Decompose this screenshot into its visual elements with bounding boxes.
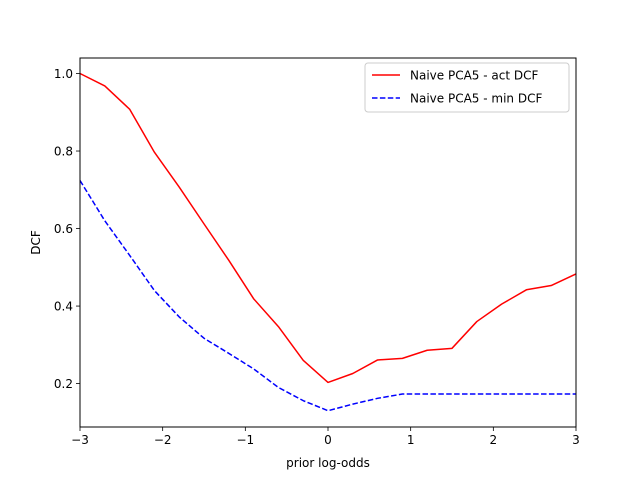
legend: Naive PCA5 - act DCF Naive PCA5 - min DC… (364, 62, 570, 113)
y-axis-ticks: 0.2 0.4 0.6 0.8 1.0 (54, 67, 80, 391)
plot-lines (79, 72, 577, 412)
x-tick-label: 2 (490, 433, 498, 447)
x-tick-label: 1 (407, 433, 415, 447)
y-tick-label: 0.2 (54, 377, 73, 391)
x-axis-ticks: −3 −2 −1 0 1 2 3 (71, 427, 580, 447)
y-axis-label: DCF (29, 230, 43, 255)
x-tick-label: 3 (572, 433, 580, 447)
x-tick-label: −3 (71, 433, 89, 447)
x-tick-label: 0 (324, 433, 332, 447)
y-tick-label: 0.6 (54, 222, 73, 236)
y-tick-label: 1.0 (54, 67, 73, 81)
legend-label-act-dcf: Naive PCA5 - act DCF (410, 69, 538, 83)
y-tick-label: 0.8 (54, 145, 73, 159)
x-tick-label: −2 (154, 433, 172, 447)
series-line-act-dcf (79, 72, 577, 384)
series-line-min-dcf (79, 180, 576, 412)
legend-box (364, 62, 570, 113)
y-tick-label: 0.4 (54, 300, 73, 314)
x-tick-label: −1 (236, 433, 254, 447)
legend-label-min-dcf: Naive PCA5 - min DCF (410, 92, 542, 106)
x-axis-label: prior log-odds (286, 456, 370, 470)
